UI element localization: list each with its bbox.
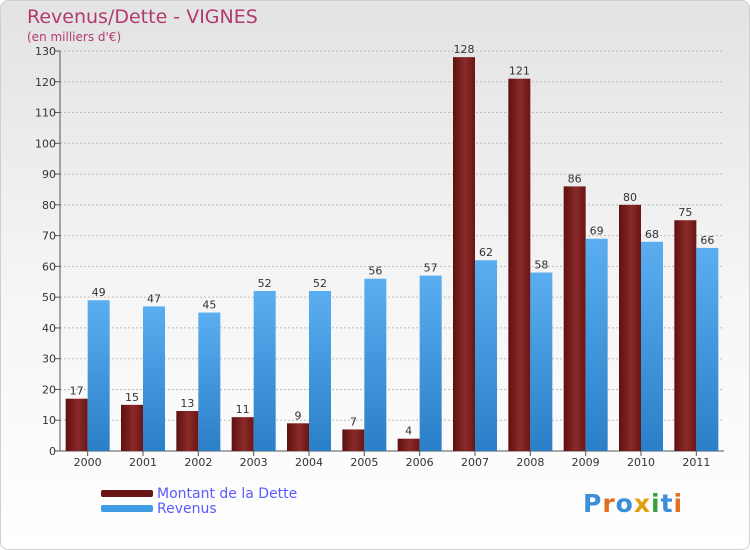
x-tick-label: 2008	[516, 456, 544, 469]
data-label-debt: 121	[509, 65, 530, 78]
x-tick-label: 2002	[184, 456, 212, 469]
bar-revenue	[419, 275, 442, 451]
data-label-revenue: 58	[534, 259, 548, 272]
y-tick-label: 100	[35, 137, 56, 150]
bars	[65, 57, 719, 452]
bar-revenue	[253, 291, 276, 451]
data-label-debt: 7	[350, 415, 357, 428]
x-tick-label: 2001	[129, 456, 157, 469]
proxiti-logo: Proxiti	[583, 489, 683, 518]
x-tick-label: 2011	[682, 456, 710, 469]
legend-label-debt: Montant de la Dette	[157, 486, 298, 502]
bar-debt	[342, 429, 365, 451]
logo-letter: P	[583, 489, 603, 518]
logo-letter: i	[673, 489, 684, 518]
data-label-revenue: 56	[368, 265, 382, 278]
data-label-revenue: 66	[700, 234, 714, 247]
data-label-revenue: 52	[313, 277, 327, 290]
y-tick-label: 60	[42, 260, 56, 273]
bar-debt	[176, 411, 199, 451]
x-tick-label: 2010	[627, 456, 655, 469]
bar-revenue	[364, 278, 387, 451]
data-labels: 17 49 15 47 13 45 11 52 9 52 7 56 4 57 128 62 121 58 86 69 8…	[70, 43, 715, 438]
data-label-revenue: 62	[479, 246, 493, 259]
legend-swatch-debt	[101, 490, 153, 497]
bar-debt	[674, 220, 697, 451]
y-tick-label: 20	[42, 383, 56, 396]
bar-revenue	[143, 306, 165, 451]
data-label-debt: 15	[125, 391, 139, 404]
bar-revenue	[585, 238, 608, 451]
data-label-revenue: 49	[92, 286, 106, 299]
y-tick-label: 0	[49, 445, 56, 458]
bar-revenue	[475, 260, 497, 451]
y-tick-label: 120	[35, 76, 56, 89]
x-tick-label: 2000	[74, 456, 102, 469]
y-tick-label: 40	[42, 322, 56, 335]
bar-revenue	[530, 272, 553, 451]
data-label-debt: 86	[568, 172, 582, 185]
legend-swatch-revenue	[101, 505, 153, 512]
grid-lines	[55, 50, 724, 452]
data-label-revenue: 52	[258, 277, 272, 290]
logo-letter: t	[660, 489, 674, 518]
logo-letter: i	[651, 489, 661, 518]
logo-letter: x	[633, 489, 651, 518]
logo-letter: o	[615, 489, 634, 518]
bar-debt	[563, 186, 586, 451]
data-label-revenue: 45	[202, 299, 216, 312]
data-label-revenue: 57	[424, 262, 438, 275]
y-axis-ticks: 0 10 20 30 40 50 60 70 80 90 100 110 120 130	[35, 45, 56, 458]
data-label-revenue: 69	[590, 225, 604, 238]
chart-subtitle: (en milliers d'€)	[27, 30, 122, 44]
bar-debt	[397, 438, 420, 451]
bar-revenue	[198, 312, 221, 451]
x-tick-label: 2004	[295, 456, 323, 469]
x-axis-ticks: 2000 2001 2002 2003 2004 2005 2006 2007 2008 2009…	[74, 451, 710, 469]
data-label-debt: 80	[623, 191, 637, 204]
bar-revenue	[87, 300, 110, 451]
legend-label-revenue: Revenus	[157, 501, 217, 517]
x-tick-label: 2009	[572, 456, 600, 469]
bar-debt	[619, 204, 641, 451]
bar-debt	[65, 398, 88, 451]
bar-revenue	[641, 241, 663, 451]
bar-revenue	[696, 247, 719, 451]
y-tick-label: 90	[42, 168, 56, 181]
data-label-debt: 128	[454, 43, 475, 56]
y-tick-label: 70	[42, 230, 56, 243]
y-tick-label: 50	[42, 291, 56, 304]
chart-title: Revenus/Dette - VIGNES	[27, 6, 258, 28]
bar-debt	[287, 423, 309, 451]
data-label-debt: 11	[236, 403, 250, 416]
bar-debt	[121, 404, 143, 451]
bar-debt	[453, 57, 475, 452]
data-label-debt: 17	[70, 385, 84, 398]
data-label-debt: 4	[405, 425, 412, 438]
x-tick-label: 2003	[240, 456, 268, 469]
y-tick-label: 130	[35, 45, 56, 58]
bar-revenue	[309, 291, 331, 451]
data-label-debt: 9	[295, 409, 302, 422]
x-tick-label: 2005	[350, 456, 378, 469]
y-tick-label: 10	[42, 414, 56, 427]
data-label-revenue: 68	[645, 228, 659, 241]
y-tick-label: 110	[35, 107, 56, 120]
data-label-debt: 75	[678, 206, 692, 219]
y-tick-label: 80	[42, 199, 56, 212]
y-tick-label: 30	[42, 353, 56, 366]
data-label-debt: 13	[180, 397, 194, 410]
bar-debt	[508, 78, 531, 451]
x-tick-label: 2007	[461, 456, 489, 469]
x-tick-label: 2006	[406, 456, 434, 469]
bar-debt	[231, 417, 254, 451]
data-label-revenue: 47	[147, 292, 161, 305]
logo-letter: r	[602, 489, 616, 518]
